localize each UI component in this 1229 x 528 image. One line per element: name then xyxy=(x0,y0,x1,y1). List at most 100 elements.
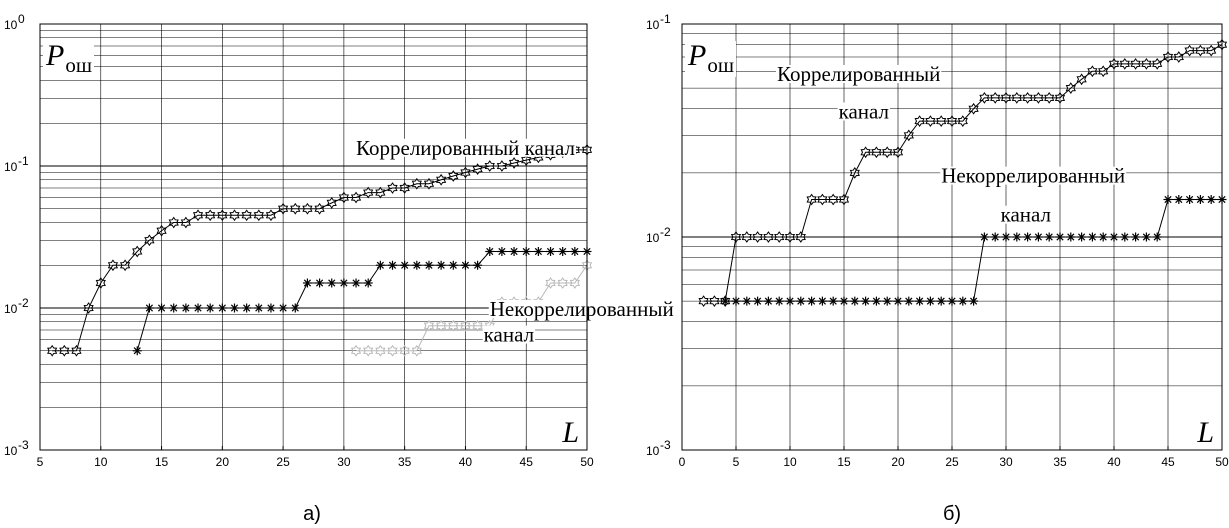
data-point xyxy=(752,231,763,243)
series-2 xyxy=(350,259,593,357)
y-tick-base: 10 xyxy=(646,444,660,458)
data-point xyxy=(1076,73,1087,86)
data-point xyxy=(205,303,215,313)
data-point xyxy=(990,91,1001,104)
data-point xyxy=(1023,232,1033,242)
data-point xyxy=(1001,232,1011,242)
data-point xyxy=(741,231,752,243)
data-point xyxy=(861,296,871,306)
data-point xyxy=(388,260,398,270)
chart-panel-a: Коррелированный канал Некоррелированныйка… xyxy=(4,12,675,525)
y-axis-symbol: P xyxy=(687,39,706,72)
data-point xyxy=(1152,57,1163,70)
x-tick-label: 50 xyxy=(580,455,594,469)
data-point xyxy=(229,209,240,222)
data-point xyxy=(460,166,471,179)
data-point xyxy=(229,303,239,313)
data-point xyxy=(1044,232,1054,242)
data-point xyxy=(731,296,741,306)
data-point xyxy=(1120,232,1130,242)
data-point xyxy=(338,191,349,204)
data-point xyxy=(460,319,471,332)
data-point xyxy=(1033,91,1044,104)
x-axis-label: L xyxy=(1196,416,1214,449)
data-point xyxy=(484,160,495,172)
data-point xyxy=(400,260,410,270)
data-point xyxy=(806,193,817,206)
data-point xyxy=(497,246,507,256)
series-0 xyxy=(47,143,593,357)
x-tick-label: 25 xyxy=(945,455,959,469)
data-point xyxy=(1109,232,1119,242)
x-tick-label: 5 xyxy=(37,455,44,469)
x-tick-label: 10 xyxy=(783,455,797,469)
data-point xyxy=(156,224,167,237)
x-axis-label: L xyxy=(561,416,579,449)
y-tick-exponent: -2 xyxy=(660,225,671,239)
data-point xyxy=(1012,232,1022,242)
y-tick-label: 10 -3 xyxy=(4,438,29,458)
data-point xyxy=(763,231,774,243)
data-point xyxy=(363,186,374,199)
data-point xyxy=(1131,232,1141,242)
data-point xyxy=(1022,91,1033,104)
data-point xyxy=(144,303,154,313)
data-point xyxy=(423,177,435,190)
data-point xyxy=(302,202,313,215)
x-tick-label: 40 xyxy=(459,455,473,469)
data-point xyxy=(979,91,990,104)
data-point xyxy=(412,260,422,270)
data-point xyxy=(720,295,731,308)
data-point xyxy=(557,277,568,289)
plot-area xyxy=(40,24,587,450)
x-tick-label: 45 xyxy=(520,455,534,469)
x-tick-label: 5 xyxy=(733,455,740,469)
y-axis-symbol: P xyxy=(45,39,64,72)
data-point xyxy=(1077,232,1087,242)
data-point xyxy=(278,202,289,215)
data-point xyxy=(570,246,580,256)
data-point xyxy=(796,296,806,306)
data-point xyxy=(302,278,312,288)
data-point xyxy=(241,209,252,222)
data-point xyxy=(47,344,58,357)
x-tick-label: 30 xyxy=(999,455,1013,469)
data-point xyxy=(1119,57,1130,70)
data-point xyxy=(448,319,459,332)
data-point xyxy=(882,146,893,159)
data-point xyxy=(423,319,435,332)
annotation-label: канал xyxy=(1001,203,1051,227)
data-point xyxy=(242,303,252,313)
data-point xyxy=(375,260,385,270)
data-point xyxy=(871,296,881,306)
data-point xyxy=(1152,232,1162,242)
data-point xyxy=(1163,194,1173,204)
data-point xyxy=(1055,232,1065,242)
data-point xyxy=(850,296,860,306)
data-point xyxy=(904,296,914,306)
data-point xyxy=(448,170,459,182)
data-point xyxy=(990,232,1000,242)
data-point xyxy=(533,246,543,256)
data-point xyxy=(936,296,946,306)
series-line xyxy=(52,149,587,352)
y-tick-base: 10 xyxy=(646,18,660,32)
data-point xyxy=(327,278,337,288)
data-point xyxy=(774,231,785,243)
data-point xyxy=(253,209,264,222)
x-tick-label: 35 xyxy=(1053,455,1067,469)
data-point xyxy=(807,296,817,306)
data-point xyxy=(278,303,288,313)
data-point xyxy=(119,259,131,272)
series-line xyxy=(356,264,588,352)
data-point xyxy=(1000,91,1012,104)
data-point xyxy=(521,246,531,256)
data-point xyxy=(180,216,191,229)
annotation-label: канал xyxy=(484,323,534,347)
data-point xyxy=(925,115,936,128)
y-tick-exponent: -1 xyxy=(660,12,671,26)
series-1 xyxy=(132,246,592,356)
data-point xyxy=(569,277,580,289)
data-point xyxy=(387,182,398,194)
